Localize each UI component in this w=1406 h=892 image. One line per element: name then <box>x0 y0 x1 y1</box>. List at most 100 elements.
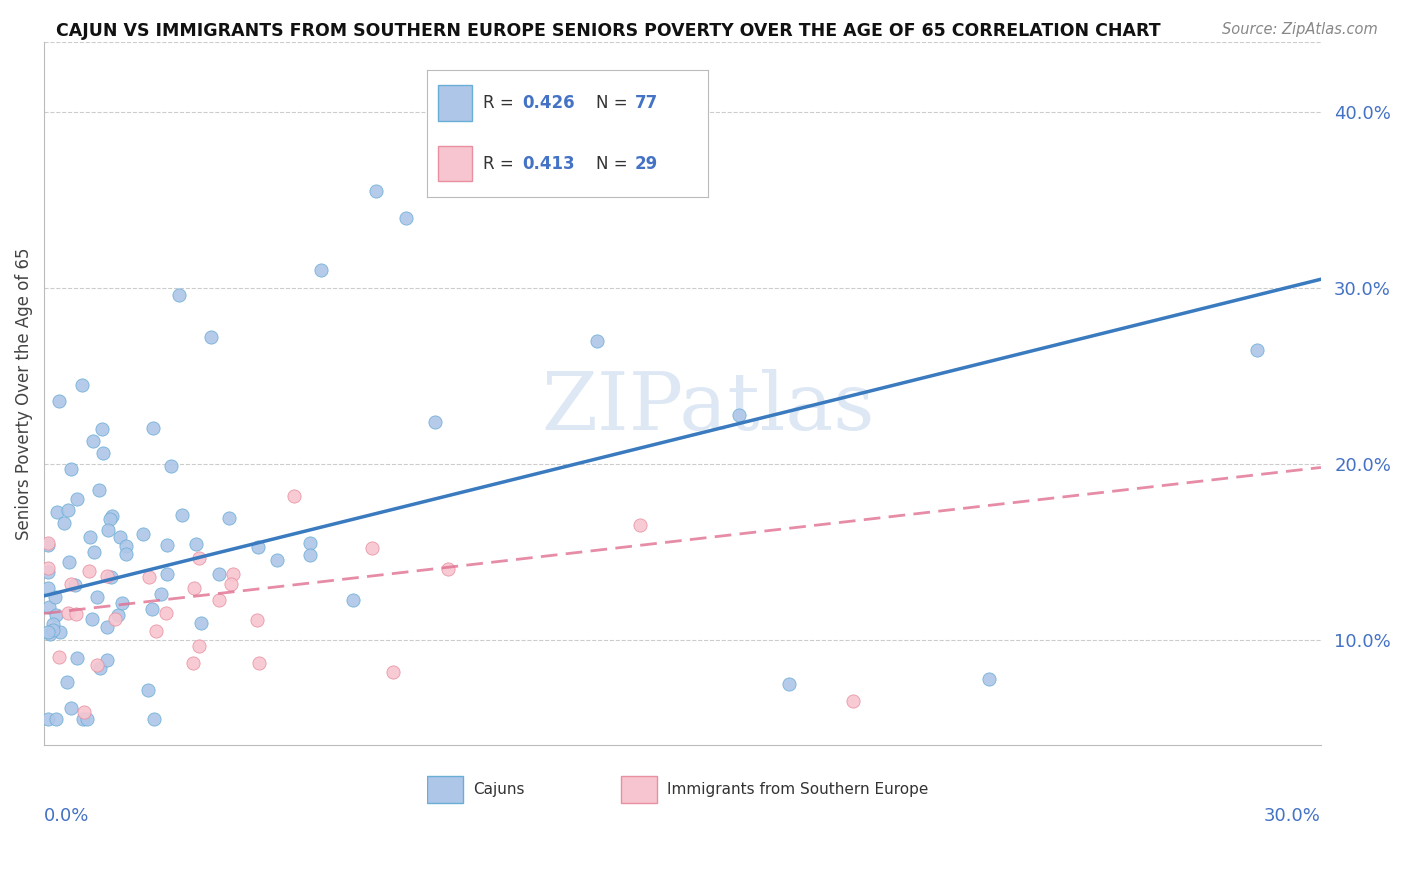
Point <box>39 627 62 641</box>
Point <box>437 562 460 576</box>
Point <box>104 612 127 626</box>
Point <box>266 553 288 567</box>
Point <box>136 682 159 697</box>
Y-axis label: Seniors Poverty Over the Age of 65: Seniors Poverty Over the Age of 65 <box>15 247 32 540</box>
Point <box>172 508 194 522</box>
Point <box>96 568 118 582</box>
Point <box>200 329 222 343</box>
Point <box>138 570 160 584</box>
Point <box>66 651 89 665</box>
Point <box>219 577 242 591</box>
Point <box>73 706 96 720</box>
Point <box>190 615 212 630</box>
Point <box>37 565 59 579</box>
Point <box>45 608 67 623</box>
Point <box>728 409 751 423</box>
Point <box>48 393 70 408</box>
Text: 0.0%: 0.0% <box>44 807 90 825</box>
Point <box>82 434 104 448</box>
Point <box>96 620 118 634</box>
Point <box>79 530 101 544</box>
Point <box>131 527 153 541</box>
Point <box>63 578 86 592</box>
Point <box>72 712 94 726</box>
Point <box>159 459 181 474</box>
Point <box>247 656 270 670</box>
Point <box>1246 343 1268 357</box>
Text: Source: ZipAtlas.com: Source: ZipAtlas.com <box>1222 22 1378 37</box>
Point <box>37 712 59 726</box>
Point <box>115 547 138 561</box>
Point <box>65 607 87 621</box>
Point <box>208 593 231 607</box>
Point <box>48 649 70 664</box>
Point <box>142 421 165 435</box>
Point <box>181 656 204 670</box>
Point <box>208 567 231 582</box>
Point <box>842 694 865 708</box>
Point <box>83 545 105 559</box>
Point <box>91 446 114 460</box>
Point <box>56 675 79 690</box>
Point <box>149 587 172 601</box>
Point <box>59 576 82 591</box>
Point <box>364 184 387 198</box>
Point <box>382 665 405 679</box>
Text: ZIPatlas: ZIPatlas <box>541 368 875 447</box>
Point <box>86 657 108 672</box>
Point <box>66 492 89 507</box>
Point <box>115 539 138 553</box>
Point <box>361 541 384 555</box>
Point <box>246 540 269 554</box>
Point <box>156 567 179 582</box>
Point <box>38 600 60 615</box>
Point <box>167 288 190 302</box>
Point <box>309 263 332 277</box>
Point <box>222 566 245 581</box>
Point <box>186 537 208 551</box>
Point <box>59 462 82 476</box>
Point <box>101 508 124 523</box>
Point <box>56 503 79 517</box>
Point <box>37 560 59 574</box>
Point <box>187 640 209 654</box>
Point <box>70 377 93 392</box>
Text: 30.0%: 30.0% <box>1264 807 1320 825</box>
Point <box>586 334 609 348</box>
Point <box>56 606 79 620</box>
Point <box>42 623 65 637</box>
Point <box>89 660 111 674</box>
Point <box>37 536 59 550</box>
Point <box>628 518 651 533</box>
Point <box>423 415 446 429</box>
Point <box>156 538 179 552</box>
Point <box>342 593 364 607</box>
Point <box>42 617 65 632</box>
Point <box>86 590 108 604</box>
Point <box>37 581 59 595</box>
Point <box>59 701 82 715</box>
Point <box>142 712 165 726</box>
Point <box>141 602 163 616</box>
Point <box>299 548 322 562</box>
Point <box>97 523 120 537</box>
Point <box>111 596 134 610</box>
Point <box>283 489 305 503</box>
Point <box>44 590 66 604</box>
Point <box>183 581 205 595</box>
Point <box>87 483 110 497</box>
Point <box>298 536 321 550</box>
Point <box>218 511 240 525</box>
Point <box>98 512 121 526</box>
Point <box>77 564 100 578</box>
Point <box>52 516 75 530</box>
Point <box>45 712 67 726</box>
Point <box>96 653 118 667</box>
Point <box>100 570 122 584</box>
Text: CAJUN VS IMMIGRANTS FROM SOUTHERN EUROPE SENIORS POVERTY OVER THE AGE OF 65 CORR: CAJUN VS IMMIGRANTS FROM SOUTHERN EUROPE… <box>56 22 1161 40</box>
Point <box>49 625 72 640</box>
Point <box>145 624 167 638</box>
Point <box>108 530 131 544</box>
Point <box>58 555 80 569</box>
Point <box>246 613 269 627</box>
